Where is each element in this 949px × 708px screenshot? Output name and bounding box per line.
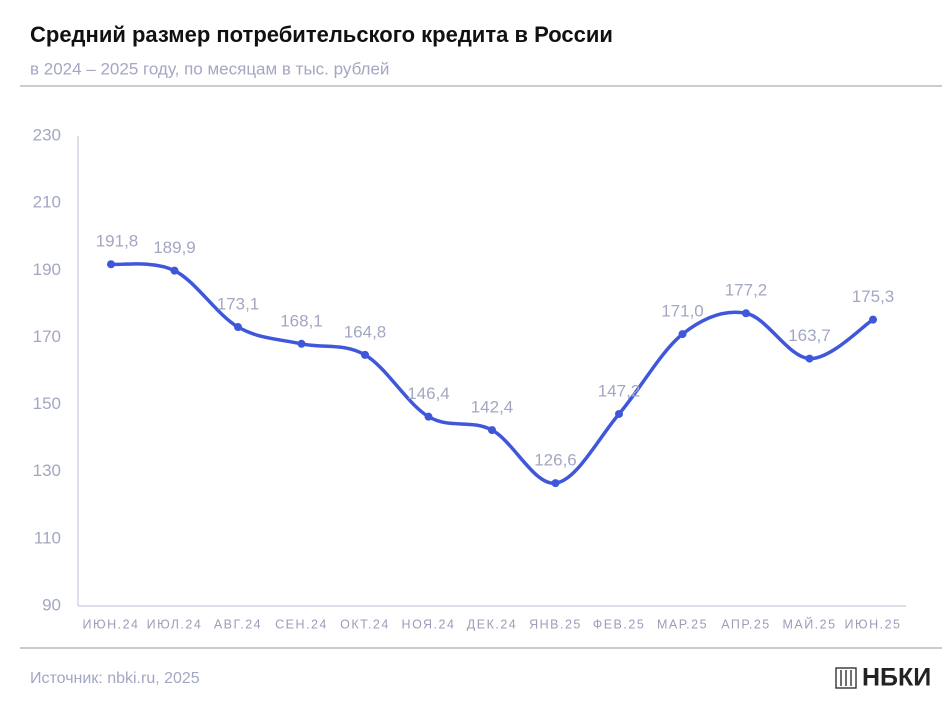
x-tick-label: АПР.25 (721, 617, 771, 631)
x-tick-label: ФЕВ.25 (593, 617, 646, 631)
value-label: 168,1 (280, 311, 323, 330)
y-tick-label: 210 (33, 193, 61, 212)
x-tick-label: ЯНВ.25 (529, 617, 582, 631)
chart-subtitle: в 2024 – 2025 году, по месяцам в тыс. ру… (30, 59, 389, 78)
y-tick-label: 150 (33, 394, 61, 413)
y-tick-label: 110 (34, 528, 61, 547)
point (742, 309, 750, 318)
x-tick-label: ИЮН.25 (844, 617, 901, 631)
y-tick-label: 130 (33, 461, 61, 480)
source: Источник: nbki.ru, 2025 (30, 670, 200, 687)
point (297, 339, 306, 348)
y-tick-label: 230 (33, 125, 61, 144)
value-label: 163,7 (788, 326, 831, 345)
x-tick-label: ИЮЛ.24 (147, 617, 203, 631)
x-tick-label: ОКТ.24 (340, 617, 390, 631)
x-tick-label: МАЙ.25 (782, 616, 836, 631)
x-tick-label: МАР.25 (657, 617, 708, 631)
chart-title: Средний размер потребительского кредита … (30, 22, 613, 47)
point (678, 330, 687, 339)
point (424, 412, 433, 421)
logo-icon (835, 667, 857, 689)
value-label: 189,9 (153, 238, 196, 257)
value-label: 175,3 (852, 287, 895, 306)
x-tick-label: ДЕК.24 (467, 617, 517, 631)
point (361, 350, 369, 359)
logo: НБКИ (862, 664, 931, 692)
value-label: 142,4 (471, 398, 514, 417)
point (615, 409, 623, 418)
value-label: 164,8 (344, 322, 387, 341)
y-tick-label: 170 (33, 327, 61, 346)
value-label: 173,1 (217, 295, 260, 314)
value-label: 147,2 (598, 381, 641, 400)
point (488, 426, 496, 435)
point (869, 315, 877, 324)
y-tick-label: 90 (42, 595, 61, 614)
point (551, 479, 560, 488)
value-label: 146,4 (407, 384, 450, 403)
y-tick-label: 190 (33, 260, 61, 279)
point (805, 354, 814, 363)
point (107, 260, 115, 269)
x-tick-label: ИЮН.24 (82, 617, 139, 631)
point (170, 266, 179, 275)
x-tick-label: АВГ.24 (214, 617, 262, 631)
value-label: 177,2 (725, 281, 768, 300)
value-label: 191,8 (96, 232, 139, 251)
point (234, 323, 242, 332)
x-tick-label: НОЯ.24 (402, 617, 456, 631)
x-tick-label: СЕН.24 (275, 617, 328, 631)
value-label: 171,0 (661, 302, 704, 321)
value-label: 126,6 (534, 451, 577, 470)
